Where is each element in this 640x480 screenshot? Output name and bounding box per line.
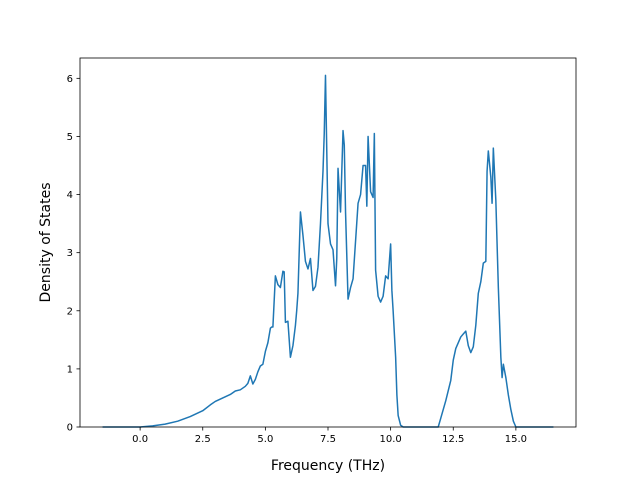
plot-area	[102, 74, 554, 428]
x-tick-label: 10.0	[379, 434, 401, 445]
y-tick-label: 1	[67, 364, 73, 375]
x-axis-ticks: 0.0 2.5 5.0 7.5 10.0 12.5 15.0	[132, 427, 527, 445]
x-tick-label: 5.0	[257, 434, 273, 445]
y-tick-label: 5	[67, 132, 73, 143]
y-axis-ticks: 0 1 2 3 4 5 6	[67, 74, 80, 434]
y-tick-label: 0	[67, 423, 73, 434]
x-tick-label: 2.5	[195, 434, 211, 445]
y-tick-label: 4	[67, 190, 73, 201]
y-tick-label: 2	[67, 306, 73, 317]
y-axis-label: Density of States	[38, 183, 54, 303]
x-tick-label: 7.5	[320, 434, 336, 445]
y-tick-label: 3	[67, 248, 73, 259]
x-axis-label: Frequency (THz)	[271, 458, 385, 474]
x-tick-label: 15.0	[505, 434, 527, 445]
dos-series-line-0	[102, 74, 554, 428]
y-tick-label: 6	[67, 74, 73, 85]
x-tick-label: 0.0	[132, 434, 148, 445]
x-tick-label: 12.5	[442, 434, 464, 445]
